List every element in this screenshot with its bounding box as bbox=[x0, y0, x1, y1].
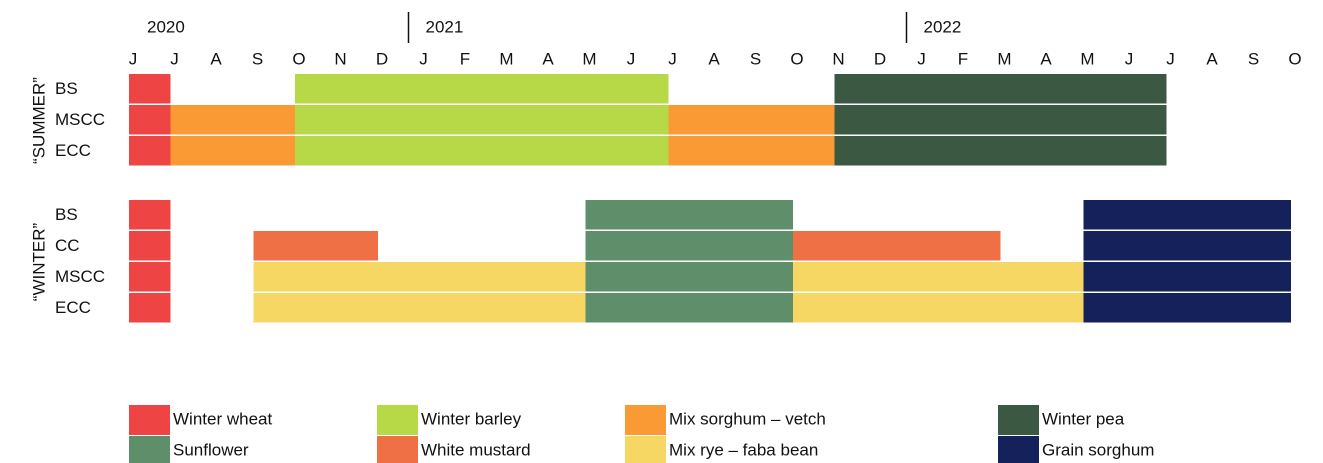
crop-segment bbox=[793, 262, 1084, 292]
legend-label: Winter pea bbox=[1042, 409, 1125, 428]
month-label: J bbox=[917, 49, 926, 68]
crop-segment bbox=[170, 105, 295, 135]
row-label: BS bbox=[55, 79, 78, 98]
month-label: S bbox=[1248, 49, 1259, 68]
legend-swatch bbox=[625, 405, 666, 435]
legend-label: Sunflower bbox=[173, 440, 249, 459]
month-label: J bbox=[170, 49, 179, 68]
crop-segment bbox=[129, 293, 171, 323]
month-label: M bbox=[582, 49, 596, 68]
crop-segment bbox=[129, 105, 171, 135]
month-label: M bbox=[1080, 49, 1094, 68]
legend-swatch bbox=[377, 436, 418, 463]
month-label: A bbox=[1040, 49, 1052, 68]
month-label: N bbox=[832, 49, 844, 68]
month-label: M bbox=[997, 49, 1011, 68]
row-label: MSCC bbox=[55, 267, 105, 286]
crop-segment bbox=[129, 74, 171, 104]
month-label: D bbox=[376, 49, 388, 68]
month-label: S bbox=[252, 49, 263, 68]
legend-swatch bbox=[377, 405, 418, 435]
crop-segment bbox=[793, 293, 1084, 323]
row-label: CC bbox=[55, 236, 80, 255]
crop-segment bbox=[1083, 231, 1291, 261]
month-label: M bbox=[499, 49, 513, 68]
crop-segment bbox=[295, 136, 669, 166]
month-label: O bbox=[790, 49, 803, 68]
month-label: A bbox=[210, 49, 222, 68]
crop-segment bbox=[129, 262, 171, 292]
crop-segment bbox=[585, 200, 793, 230]
crop-segment bbox=[585, 293, 793, 323]
year-label: 2021 bbox=[426, 17, 464, 36]
month-label: J bbox=[668, 49, 677, 68]
crop-segment bbox=[295, 105, 669, 135]
month-label: F bbox=[460, 49, 470, 68]
month-label: O bbox=[1288, 49, 1301, 68]
legend-label: White mustard bbox=[421, 440, 531, 459]
month-label: D bbox=[874, 49, 886, 68]
legend-label: Winter wheat bbox=[173, 409, 272, 428]
year-label: 2022 bbox=[924, 17, 962, 36]
crop-segment bbox=[253, 262, 586, 292]
crop-segment bbox=[253, 293, 586, 323]
month-label: J bbox=[627, 49, 636, 68]
crop-segment bbox=[170, 136, 295, 166]
crop-segment bbox=[585, 262, 793, 292]
legend-swatch bbox=[998, 436, 1039, 463]
month-label: F bbox=[958, 49, 968, 68]
crop-segment bbox=[834, 136, 1167, 166]
crop-segment bbox=[585, 231, 793, 261]
crop-segment bbox=[295, 74, 669, 104]
month-label: J bbox=[129, 49, 138, 68]
crop-segment bbox=[129, 231, 171, 261]
month-label: A bbox=[1206, 49, 1218, 68]
legend-label: Mix rye – faba bean bbox=[669, 440, 818, 459]
legend-label: Winter barley bbox=[421, 409, 522, 428]
month-label: A bbox=[542, 49, 554, 68]
month-label: J bbox=[419, 49, 428, 68]
crop-segment bbox=[1083, 262, 1291, 292]
legend-swatch bbox=[625, 436, 666, 463]
legend-swatch bbox=[129, 436, 170, 463]
month-label: O bbox=[292, 49, 305, 68]
legend-swatch bbox=[129, 405, 170, 435]
row-label: ECC bbox=[55, 141, 91, 160]
crop-segment bbox=[668, 105, 835, 135]
legend-swatch bbox=[998, 405, 1039, 435]
crop-segment bbox=[668, 136, 835, 166]
crop-segment bbox=[834, 105, 1167, 135]
crop-segment bbox=[129, 136, 171, 166]
year-label: 2020 bbox=[147, 17, 185, 36]
crop-segment bbox=[1083, 293, 1291, 323]
month-label: J bbox=[1125, 49, 1134, 68]
crop-segment bbox=[253, 231, 378, 261]
month-label: S bbox=[750, 49, 761, 68]
crop-segment bbox=[129, 200, 171, 230]
group-label: “SUMMER” bbox=[29, 77, 48, 164]
group-label: “WINTER” bbox=[29, 222, 48, 301]
legend-label: Mix sorghum – vetch bbox=[669, 409, 826, 428]
row-label: ECC bbox=[55, 298, 91, 317]
crop-segment bbox=[834, 74, 1167, 104]
row-label: BS bbox=[55, 205, 78, 224]
crop-segment bbox=[1083, 200, 1291, 230]
crop-segment bbox=[793, 231, 1001, 261]
row-label: MSCC bbox=[55, 110, 105, 129]
month-label: J bbox=[1166, 49, 1175, 68]
month-label: N bbox=[334, 49, 346, 68]
month-label: A bbox=[708, 49, 720, 68]
legend-label: Grain sorghum bbox=[1042, 440, 1154, 459]
